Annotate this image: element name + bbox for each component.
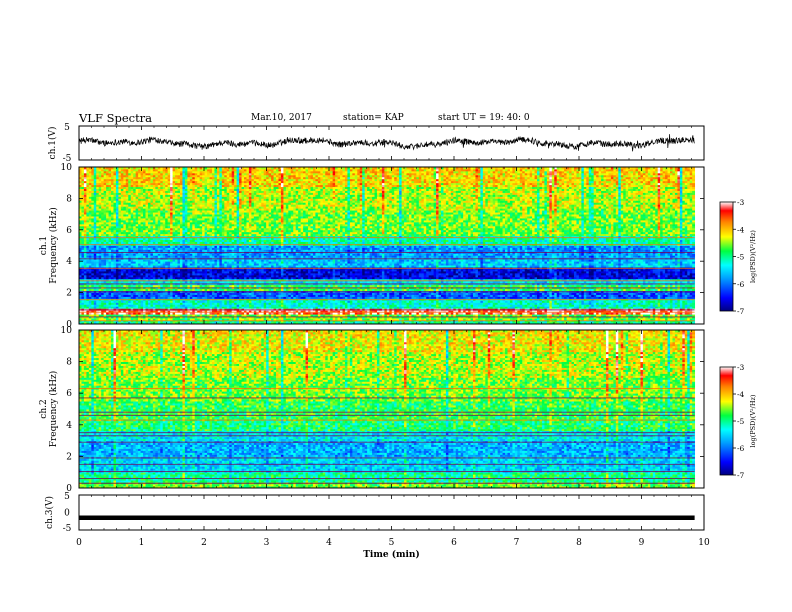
- ch1-trace: [79, 134, 695, 151]
- ch1-y-axis-label: ch.1(V): [47, 127, 58, 160]
- vlf-spectra-figure: 5-5ch.1(V)0246810ch.1 Frequency (kHz)-3-4…: [0, 0, 792, 612]
- ch2-spectrogram: [79, 167, 695, 324]
- y-tick-label: 5: [64, 123, 70, 133]
